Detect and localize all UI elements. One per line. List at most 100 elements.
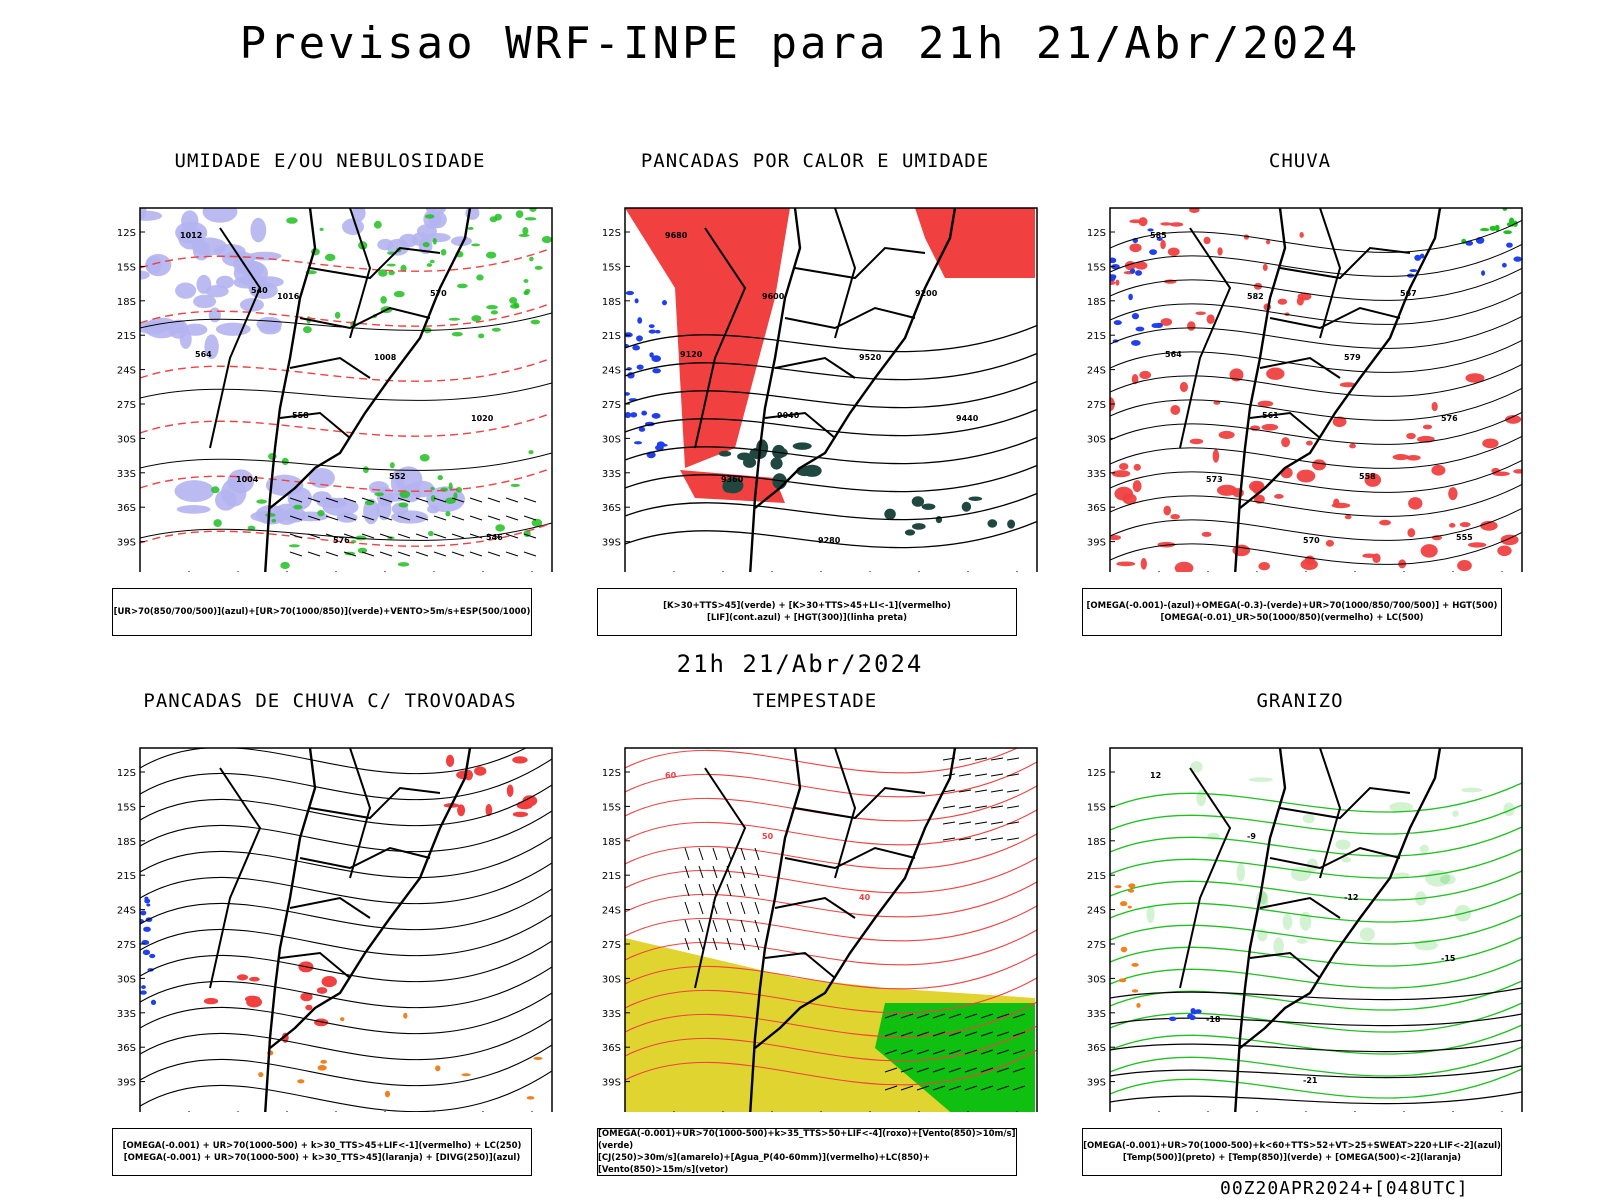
- contour-label: 9120: [680, 350, 703, 359]
- wind-vector: [964, 1085, 978, 1091]
- field-blob: [256, 499, 267, 504]
- field-blob: [524, 288, 531, 293]
- field-blob: [1110, 257, 1117, 264]
- wind-vector: [361, 497, 375, 503]
- contour-line: [1110, 782, 1522, 813]
- wind-vector: [958, 821, 972, 825]
- wind-vector: [698, 847, 704, 861]
- lat-tick-label: 18S: [602, 837, 621, 848]
- contour-line: [1110, 914, 1522, 945]
- legend-line: [UR>70(850/700/500)](azul)+[UR>70(1000/8…: [113, 607, 531, 617]
- field-blob: [1302, 813, 1315, 824]
- field-blob: [1274, 493, 1284, 499]
- coastline: [1234, 207, 1442, 572]
- field-blob: [1281, 437, 1291, 448]
- country-border: [1259, 356, 1341, 379]
- field-blob: [518, 233, 530, 237]
- wind-vector: [990, 821, 1004, 825]
- contour-line: [1110, 1068, 1522, 1099]
- map-frame: 12S15S18S21S24S27S30S33S36S39S42S70W65W6…: [117, 207, 553, 572]
- lat-tick-label: 24S: [117, 906, 136, 917]
- field-blob: [1431, 464, 1446, 476]
- wind-vector: [916, 1049, 930, 1055]
- field-blob: [149, 953, 156, 959]
- wind-vector: [958, 837, 972, 841]
- field-blob: [528, 450, 534, 455]
- country-border: [764, 951, 836, 979]
- field-area: [875, 1003, 1035, 1112]
- contour-label: 9600: [762, 292, 785, 301]
- field-blob: [625, 290, 635, 296]
- wind-vector: [754, 865, 760, 879]
- contour-line: [140, 940, 552, 983]
- contour-label: 1020: [471, 414, 494, 423]
- field-blob: [1299, 232, 1304, 238]
- field-blob: [249, 976, 260, 982]
- contour-label: 60: [665, 771, 677, 780]
- field-blob: [427, 530, 434, 537]
- wind-vector: [361, 551, 375, 557]
- panel-legend: [OMEGA(-0.001)-(azul)+OMEGA(-0.3)-(verde…: [1082, 588, 1502, 636]
- field-blob: [176, 504, 211, 514]
- field-blob: [652, 368, 661, 374]
- contour-label: 12: [1150, 771, 1161, 780]
- field-blob: [531, 518, 543, 527]
- lat-tick-label: 27S: [1087, 940, 1106, 951]
- field-blob: [1312, 459, 1327, 471]
- field-blob: [451, 331, 463, 337]
- lat-tick-label: 27S: [602, 940, 621, 951]
- panel-map: 12-9-12-15-18-2112S15S18S21S24S27S30S33S…: [1087, 747, 1523, 1112]
- wind-vector: [505, 515, 519, 521]
- panel-legend: [OMEGA(-0.001) + UR>70(1000-500) + k>30_…: [112, 1128, 532, 1176]
- field-blob: [1257, 400, 1274, 407]
- contour-line: [140, 758, 552, 801]
- wind-vector: [996, 1013, 1010, 1019]
- field-blob: [512, 756, 528, 764]
- lat-tick-label: 33S: [1087, 469, 1106, 480]
- country-border: [209, 767, 262, 989]
- field-area: [625, 208, 790, 468]
- wind-vector: [740, 865, 746, 879]
- field-blob: [1133, 463, 1141, 471]
- field-blob: [1448, 523, 1456, 528]
- field-blob: [140, 990, 147, 995]
- lat-tick-label: 36S: [602, 1043, 621, 1054]
- wind-vector: [884, 1031, 898, 1037]
- field-blob: [1265, 239, 1271, 245]
- field-blob: [1203, 236, 1211, 245]
- field-blob: [1467, 542, 1487, 548]
- wind-vector: [289, 497, 303, 503]
- field-blob: [516, 800, 533, 810]
- lat-tick-label: 24S: [602, 906, 621, 917]
- wind-vector: [361, 515, 375, 521]
- field-blob: [1179, 381, 1189, 393]
- field-blob: [1131, 312, 1140, 320]
- contour-line: [625, 492, 1037, 521]
- field-blob: [1508, 217, 1515, 225]
- field-blob: [1118, 978, 1127, 983]
- field-blob: [1425, 869, 1451, 887]
- lat-tick-label: 30S: [117, 434, 136, 445]
- field-blob: [1110, 278, 1116, 282]
- field-blob: [1127, 888, 1135, 893]
- lat-tick-label: 30S: [602, 974, 621, 985]
- field-blob: [453, 492, 458, 500]
- field-blob: [428, 211, 447, 229]
- wind-vector: [1012, 1013, 1026, 1019]
- contour-line: [1110, 1024, 1522, 1055]
- map-frame: 12S15S18S21S24S27S30S33S36S39S42S70W65W6…: [602, 747, 1038, 1112]
- field-blob: [506, 784, 514, 797]
- field-blob: [1497, 545, 1512, 557]
- field-blob: [474, 766, 487, 776]
- field-blob: [1359, 927, 1375, 942]
- field-blob: [541, 236, 552, 244]
- field-blob: [632, 345, 641, 351]
- contour-label: 40: [859, 893, 871, 902]
- field-blob: [633, 441, 643, 445]
- coastline: [749, 207, 957, 572]
- contour-label: 1012: [180, 231, 202, 240]
- field-blob: [208, 307, 222, 323]
- contour-line: [140, 1044, 552, 1087]
